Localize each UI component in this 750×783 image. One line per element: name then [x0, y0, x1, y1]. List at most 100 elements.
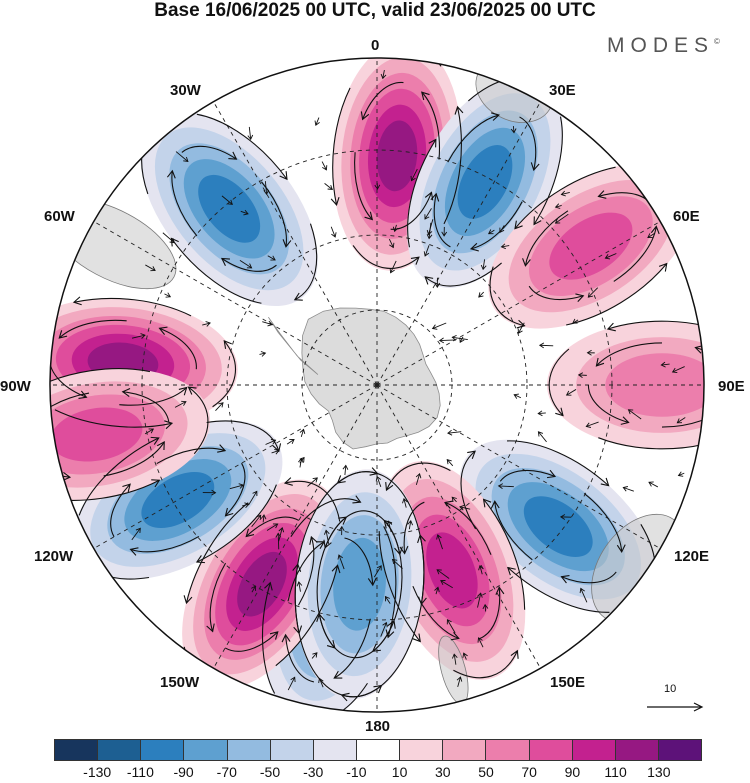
anomaly-contour [523, 496, 593, 557]
wind-vector-head [181, 400, 187, 406]
streamline [365, 510, 401, 555]
flow-arrowhead [555, 407, 564, 417]
circulation-streamlines [330, 58, 464, 269]
flow-arrowhead [694, 345, 704, 354]
wind-vector [572, 319, 579, 324]
wind-vector-head [312, 652, 318, 658]
streamline [613, 226, 657, 282]
wind-vector-head [424, 214, 430, 220]
wind-vector-head [270, 255, 276, 261]
wind-vector-head [478, 564, 484, 571]
wind-vector-head [299, 428, 306, 435]
streamline [196, 113, 288, 180]
wind-vector [202, 322, 211, 326]
south-pole-marker [374, 382, 380, 388]
wind-vector-head [648, 481, 654, 487]
wind-vector [677, 417, 686, 424]
streamline [494, 501, 533, 561]
flow-arrowhead [340, 692, 350, 702]
streamline [378, 531, 421, 642]
wind-vector [539, 344, 554, 347]
streamline [103, 441, 165, 477]
streamline [119, 387, 188, 406]
flow-arrowhead [72, 296, 82, 306]
streamline [561, 571, 617, 584]
wind-vector-head [559, 514, 566, 520]
wind-vector-head [263, 189, 270, 196]
colorbar-tick-label: -130 [83, 764, 112, 780]
flow-arrowhead [228, 151, 238, 160]
streamline [130, 535, 200, 553]
wind-vector-head [459, 504, 465, 511]
wind-vector [514, 394, 522, 399]
wind-vector-head [407, 519, 414, 526]
wind-vector [512, 126, 515, 133]
streamline [447, 114, 500, 163]
wind-vector [215, 402, 224, 412]
streamline [489, 266, 525, 327]
wind-vector-head [647, 233, 653, 239]
vector-reference-label: 10 [664, 683, 677, 695]
flow-arrowhead [170, 237, 179, 247]
streamline [156, 447, 226, 465]
streamline [407, 139, 437, 248]
wind-vector-head [323, 529, 330, 535]
lon-label-0: 0 [371, 37, 380, 54]
wind-vector [264, 181, 268, 195]
streamline [372, 587, 403, 652]
colorbar-segment [443, 740, 487, 760]
wind-vector-head [386, 520, 393, 526]
flow-arrowhead [490, 112, 500, 121]
meridian-line [93, 384, 378, 549]
wind-vector [587, 287, 599, 298]
wind-vector [221, 195, 233, 205]
wind-vector-head [272, 523, 279, 529]
streamline [225, 462, 246, 517]
wind-vector [566, 389, 577, 396]
wind-vector-head [446, 618, 452, 625]
meridian-line [93, 221, 378, 386]
lon-label-30e: 30E [549, 82, 576, 99]
wind-vector-head [322, 165, 328, 171]
wind-vector-head [438, 337, 445, 344]
colorbar-tick-label: -90 [173, 764, 194, 780]
wind-vector [647, 232, 656, 239]
flow-arrowhead [282, 239, 292, 248]
wind-vector-head [572, 318, 578, 324]
wind-vector-head [627, 409, 634, 415]
flow-arrowhead [158, 326, 168, 335]
streamline [171, 170, 198, 237]
wind-vector [240, 210, 249, 215]
anomaly-contour [605, 353, 704, 417]
wind-vector-head [604, 254, 611, 260]
flow-arrowhead [74, 547, 84, 557]
wind-vector-head [451, 653, 458, 659]
wind-vector [382, 69, 385, 79]
streamline [221, 258, 277, 272]
streamline [0, 415, 10, 484]
wind-vector [259, 352, 266, 355]
lon-label-90w: 90W [0, 378, 31, 395]
streamline [354, 152, 373, 220]
streamline [333, 618, 371, 679]
flow-arrowhead [533, 216, 542, 226]
wind-vector [266, 523, 278, 531]
wind-vector-head [426, 234, 433, 240]
flow-arrowhead [412, 633, 421, 643]
lon-label-90e: 90E [718, 378, 745, 395]
flow-arrowhead [293, 292, 303, 301]
wind-vector-head [510, 128, 517, 134]
flow-arrowhead [352, 495, 362, 504]
wind-vector-head [537, 431, 544, 437]
anomaly-contour [376, 120, 418, 192]
wind-vector [300, 429, 305, 437]
anomaly-contour [50, 407, 143, 462]
flow-arrowhead [122, 483, 131, 493]
wind-vector [408, 520, 412, 530]
flow-arrowhead [245, 528, 255, 538]
wind-vector [311, 652, 318, 659]
streamline [548, 348, 570, 416]
streamline [297, 536, 315, 606]
flow-arrowhead [309, 535, 318, 545]
wind-vector-head [497, 483, 504, 489]
